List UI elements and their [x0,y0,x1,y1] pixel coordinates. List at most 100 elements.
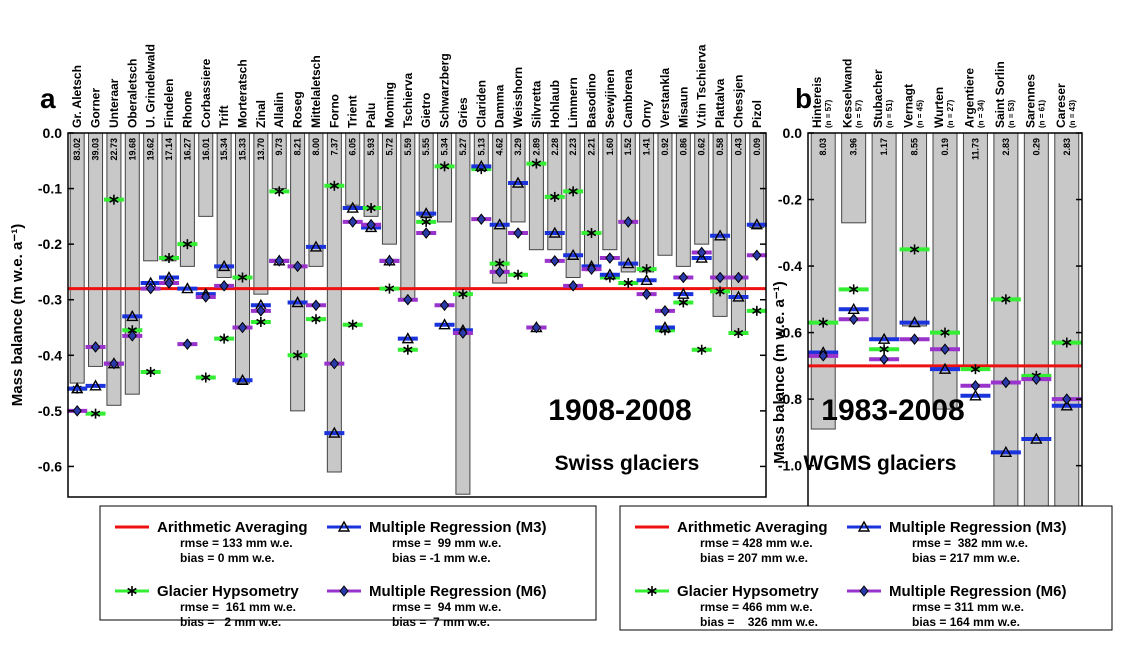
marker [691,246,712,259]
marker [746,218,767,230]
category-label: Zinal [254,100,268,128]
marker [838,284,869,295]
y-tick-label: -0.8 [778,391,802,407]
marker-symbol [493,218,506,230]
marker [342,216,363,228]
area-label: 0.29 [1031,138,1041,156]
marker-symbol [127,587,137,595]
marker-symbol [219,335,229,342]
marker [195,291,216,303]
marker-symbol [438,318,451,330]
marker [103,357,124,370]
y-tick-label: -0.4 [38,347,62,363]
marker-symbol [384,285,395,292]
marker-symbol [586,263,597,275]
marker-symbol [403,346,413,353]
marker [960,380,991,392]
marker-symbol [1062,339,1072,346]
category-label: Morteratsch [236,59,250,128]
marker [232,321,253,334]
marker [563,280,584,292]
marker-symbol [1031,373,1041,385]
category-sublabel: (n = 43) [1068,99,1077,128]
y-tick-label: -0.2 [38,236,62,252]
marker [673,287,694,299]
area-label: 83.02 [72,138,82,161]
marker-symbol [127,330,137,342]
bar [902,132,928,327]
marker [434,299,455,312]
area-label: 8.00 [311,138,321,156]
marker [990,294,1021,305]
category-label: Argentiere [962,68,976,128]
marker [269,255,290,267]
marker-symbol [849,313,859,326]
category-label: Vernagt [902,84,916,128]
marker-symbol [531,321,542,334]
area-label: 3.96 [849,138,859,156]
marker-symbol [550,193,560,201]
marker-symbol [439,163,450,170]
marker [214,280,235,292]
marker [361,203,382,214]
marker [232,373,253,385]
y-tick-label: 0.0 [783,125,803,141]
marker [324,180,345,191]
category-label: Clariden [474,80,488,128]
marker-symbol [568,280,578,292]
marker [397,293,418,306]
marker-symbol [511,176,525,188]
category-sublabel: (n = 45) [916,99,925,128]
marker [416,207,437,219]
bar [993,132,1019,520]
marker [618,278,639,289]
marker-symbol [89,379,102,391]
category-label: Silvretta [529,80,543,128]
marker-symbol [678,271,688,284]
marker [1051,399,1082,411]
marker-symbol [999,445,1013,458]
category-label: Misaun [676,87,690,128]
category-label: Roseg [291,91,305,128]
marker [508,227,529,239]
marker-symbol [366,204,376,212]
marker [305,240,326,252]
area-label: 19.62 [146,138,156,161]
marker-symbol [311,299,321,312]
marker [990,376,1021,389]
marker [452,327,473,339]
marker-symbol [256,318,266,326]
marker-symbol [623,279,633,287]
legend-bias: bias = 0 mm w.e. [180,551,275,565]
marker [287,350,308,361]
marker [287,296,308,308]
area-label: 39.03 [91,138,101,161]
marker-symbol [647,587,657,595]
marker-symbol [164,254,174,262]
area-label: 2.23 [568,138,578,156]
category-sublabel: (n = 53) [1007,99,1016,128]
legend-name: Arithmetic Averaging [677,519,828,536]
marker [471,159,492,172]
marker [379,283,400,294]
marker [489,258,510,269]
y-tick-label: -0.6 [38,458,62,474]
category-label: Plattalva [713,78,727,128]
marker [544,191,565,202]
marker [122,330,143,342]
marker-symbol [72,405,82,417]
marker-symbol [513,271,523,278]
marker [416,227,437,239]
area-label: 17.14 [164,138,174,161]
area-label: 5.93 [366,138,376,156]
category-sublabel: (n = 57) [824,99,833,128]
marker-symbol [641,288,652,300]
marker [1021,373,1052,385]
area-label: 16.01 [201,138,211,161]
marker-symbol [348,216,358,228]
marker-symbol [90,410,101,417]
bar [871,132,897,340]
marker-symbol [346,201,359,213]
marker-symbol [181,282,194,294]
marker-symbol [879,353,889,365]
